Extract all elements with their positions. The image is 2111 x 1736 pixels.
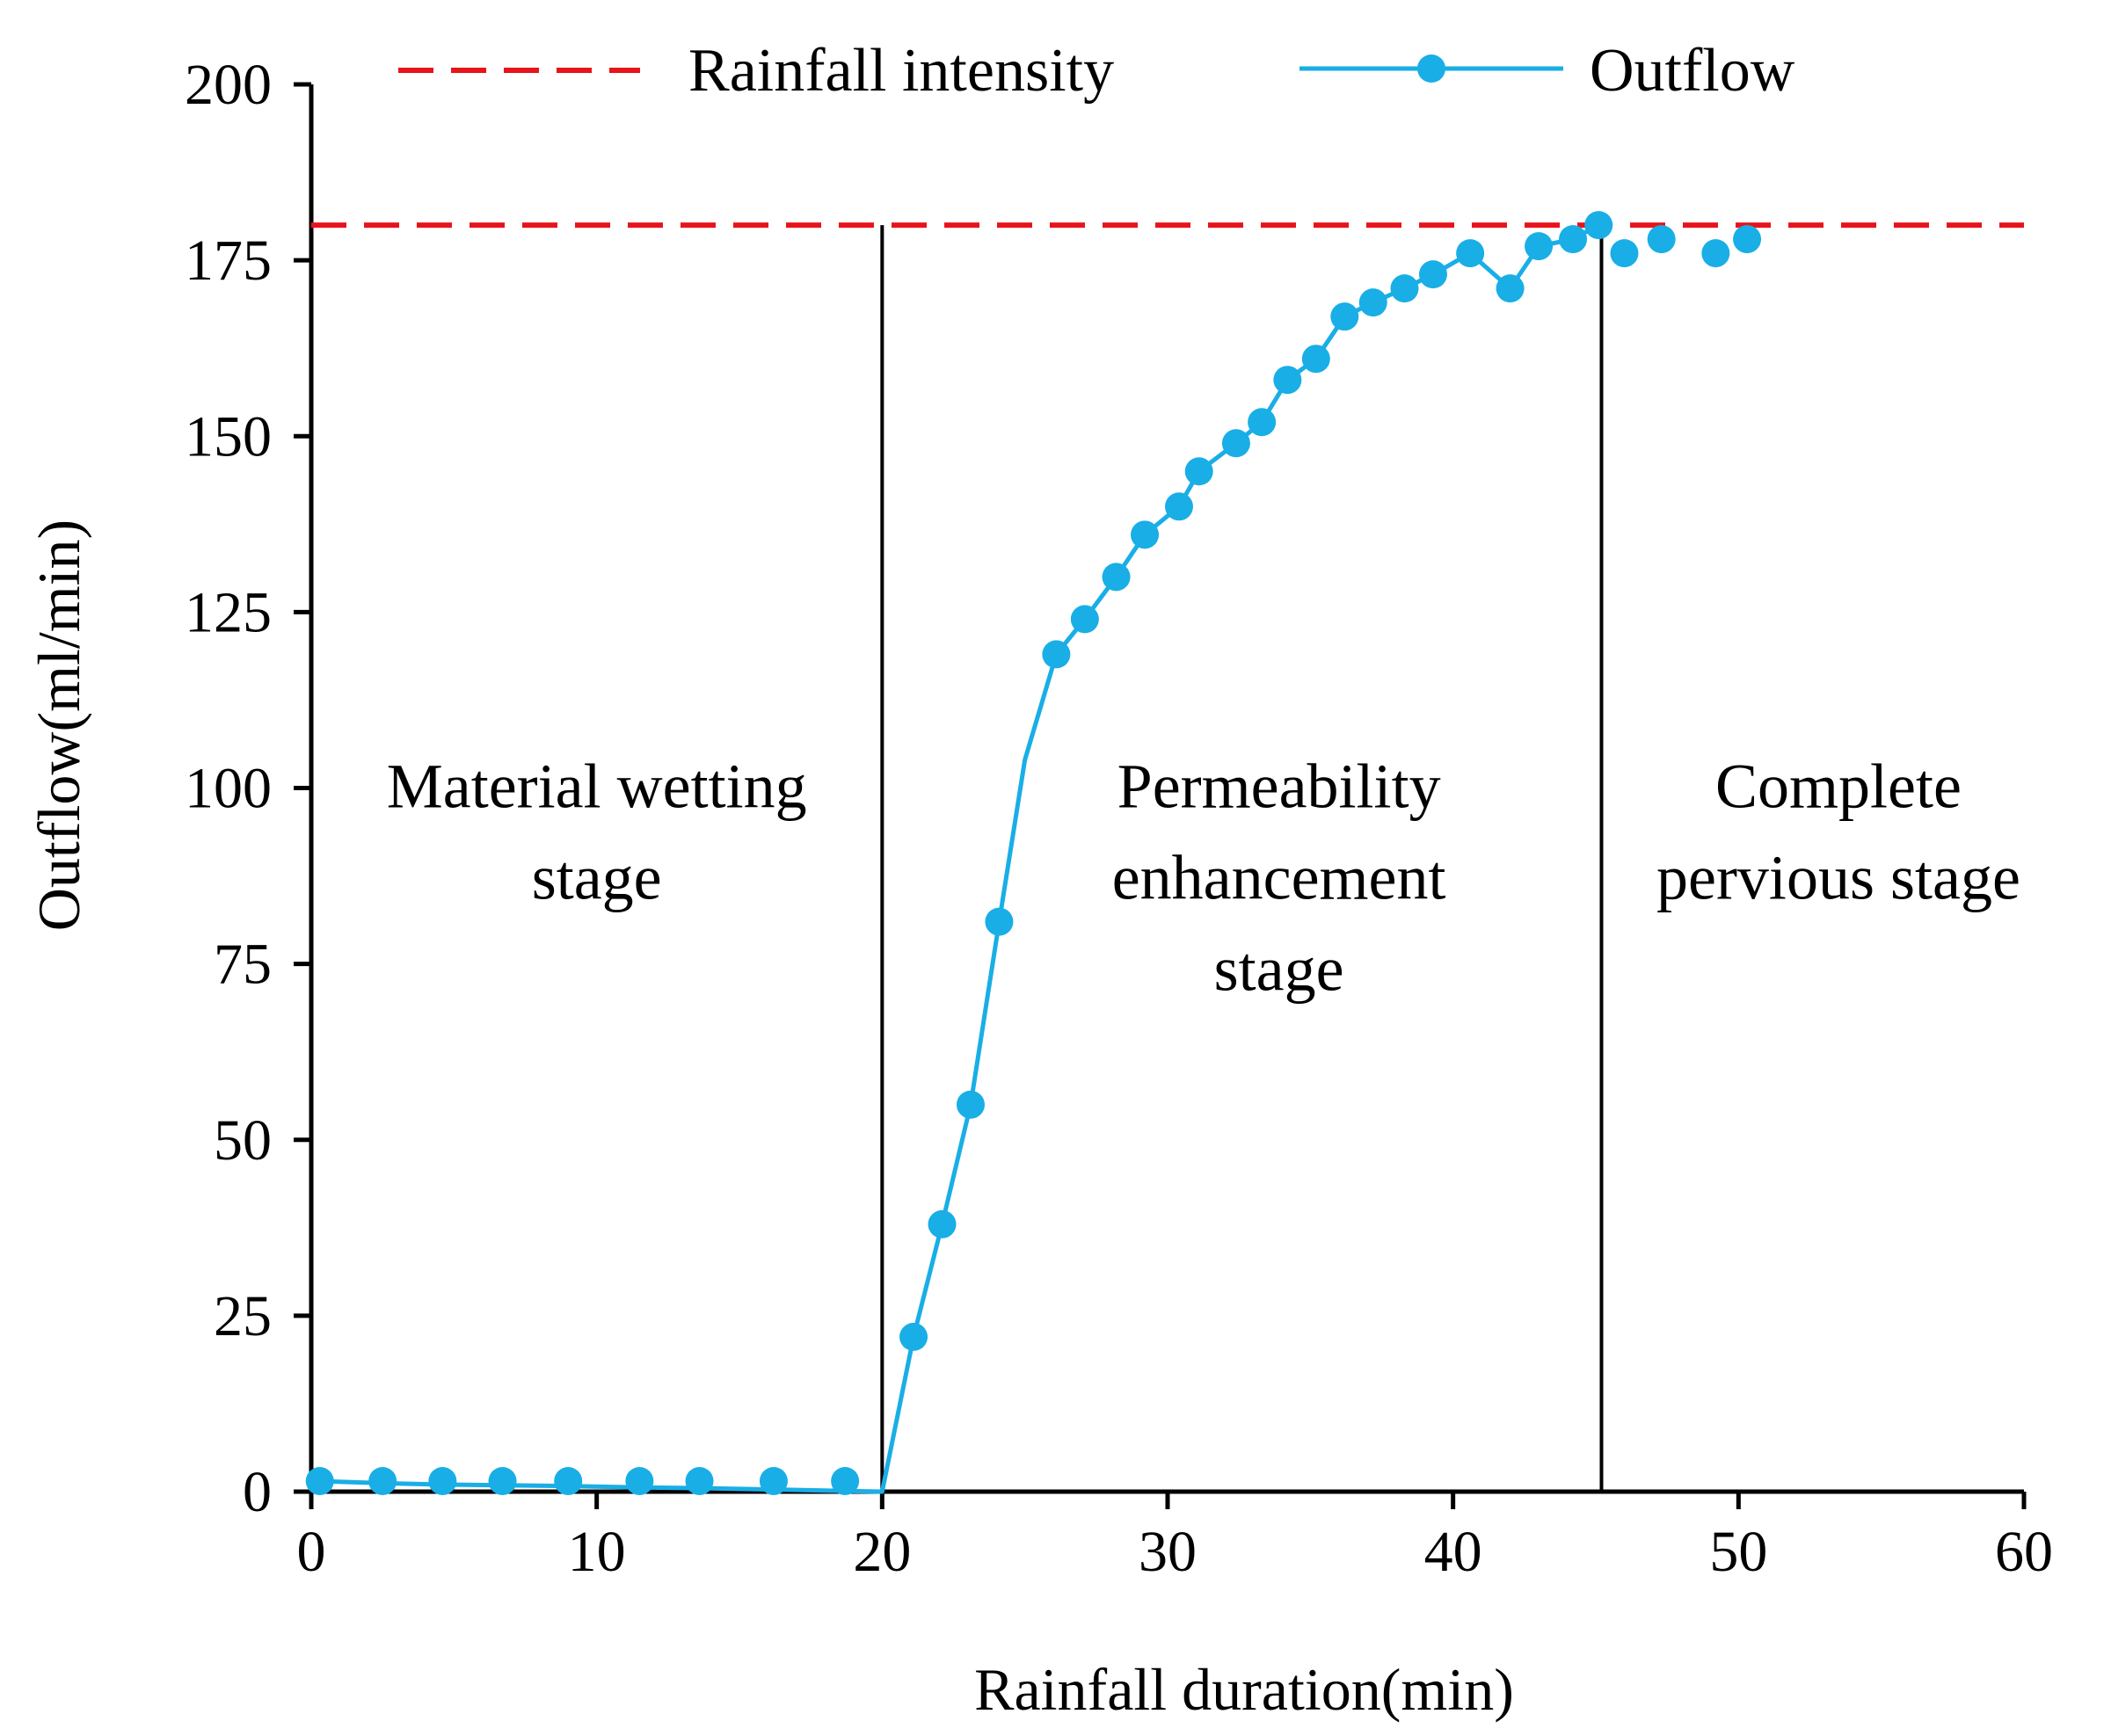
outflow-point <box>1221 429 1250 458</box>
stage-label: Permeability enhancement stage <box>1112 752 1446 1005</box>
y-tick-label: 25 <box>214 1284 272 1348</box>
x-tick-label: 30 <box>1139 1520 1197 1584</box>
stage-label-line: enhancement <box>1112 843 1446 913</box>
outflow-point <box>1358 288 1387 317</box>
x-axis-title: Rainfall duration(min) <box>974 1656 1514 1723</box>
outflow-point <box>1330 302 1359 331</box>
outflow-point <box>1102 563 1131 592</box>
stage-boundaries <box>880 225 1604 1492</box>
stage-label-line: Complete <box>1715 752 1962 822</box>
stage-label-line: pervious stage <box>1656 843 2020 913</box>
x-tick-label: 0 <box>297 1520 326 1584</box>
outflow-point <box>1610 239 1639 268</box>
y-tick-label: 0 <box>243 1460 272 1524</box>
legend-outflow-label: Outflow <box>1590 37 1795 105</box>
stage-label: Material wetting stage <box>387 752 807 913</box>
outflow-point <box>368 1466 397 1495</box>
x-ticks: 0 10 20 30 40 50 60 <box>297 1492 2053 1584</box>
x-tick-label: 40 <box>1424 1520 1482 1584</box>
outflow-point <box>488 1466 517 1495</box>
y-tick-label: 150 <box>185 404 272 469</box>
outflow-point <box>956 1090 985 1119</box>
y-tick-label: 50 <box>214 1108 272 1173</box>
outflow-point <box>1248 408 1277 437</box>
stage-label-line: stage <box>532 843 662 913</box>
outflow-point <box>1390 274 1419 303</box>
outflow-point <box>1164 492 1193 521</box>
x-tick-label: 20 <box>853 1520 911 1584</box>
legend: Rainfall intensity Outflow <box>398 37 1795 105</box>
legend-outflow-marker <box>1417 54 1445 83</box>
outflow-line <box>319 222 1600 1494</box>
outflow-point <box>1559 225 1588 254</box>
outflow-point <box>685 1466 714 1495</box>
outflow-point <box>1647 225 1676 254</box>
outflow-point <box>759 1466 788 1495</box>
legend-rainfall-label: Rainfall intensity <box>688 37 1114 105</box>
y-tick-label: 75 <box>214 933 272 997</box>
stage-label-line: stage <box>1214 934 1344 1005</box>
outflow-point <box>1273 366 1302 395</box>
y-axis-title: Outflow(ml/min) <box>25 519 92 931</box>
outflow-point <box>1301 345 1330 374</box>
outflow-point <box>831 1466 860 1495</box>
y-tick-label: 200 <box>185 53 272 117</box>
outflow-point <box>1525 232 1554 261</box>
outflow-point <box>1733 225 1762 254</box>
outflow-point <box>1184 457 1213 486</box>
outflow-point <box>1418 260 1447 289</box>
outflow-point <box>1701 239 1730 268</box>
outflow-point <box>1496 274 1525 303</box>
x-tick-label: 10 <box>568 1520 626 1584</box>
stage-labels: Material wetting stage Permeability enhance… <box>387 752 2020 1005</box>
outflow-point <box>899 1322 928 1351</box>
y-tick-label: 125 <box>185 580 272 644</box>
y-tick-label: 175 <box>185 229 272 293</box>
x-tick-label: 60 <box>1995 1520 2053 1584</box>
outflow-point <box>1456 239 1485 268</box>
outflow-point <box>1070 605 1099 634</box>
stage-label: Complete pervious stage <box>1656 752 2020 913</box>
stage-label-line: Material wetting <box>387 752 807 822</box>
outflow-point <box>625 1466 654 1495</box>
outflow-point <box>985 907 1014 936</box>
outflow-point <box>928 1209 957 1238</box>
x-tick-label: 50 <box>1709 1520 1767 1584</box>
y-ticks: 0 25 50 75 100 125 150 175 200 <box>185 53 311 1524</box>
outflow-point <box>1584 211 1613 240</box>
outflow-point <box>554 1466 583 1495</box>
outflow-point <box>305 1466 334 1495</box>
y-tick-label: 100 <box>185 757 272 821</box>
outflow-point <box>1131 520 1160 549</box>
stage-label-line: Permeability <box>1117 752 1441 822</box>
outflow-point <box>428 1466 457 1495</box>
outflow-point <box>1042 640 1071 669</box>
series-layer <box>305 211 2024 1495</box>
